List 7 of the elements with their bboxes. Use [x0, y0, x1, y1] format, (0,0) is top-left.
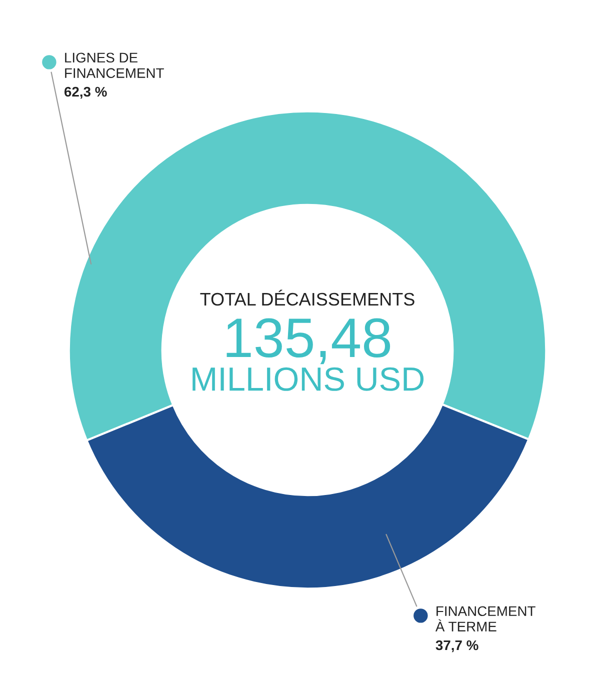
text: 135,48 — [226, 318, 390, 364]
data-label: 37,7 % — [436, 640, 478, 652]
data-label: 62,3 % — [64, 86, 107, 99]
text: TOTAL DÉCAISSEMENTS — [200, 290, 414, 306]
legend-label: LIGNES DE FINANCEMENT — [65, 52, 164, 78]
text: MILLIONS USD — [192, 367, 424, 391]
legend-label: FINANCEMENT À TERME — [435, 606, 536, 632]
